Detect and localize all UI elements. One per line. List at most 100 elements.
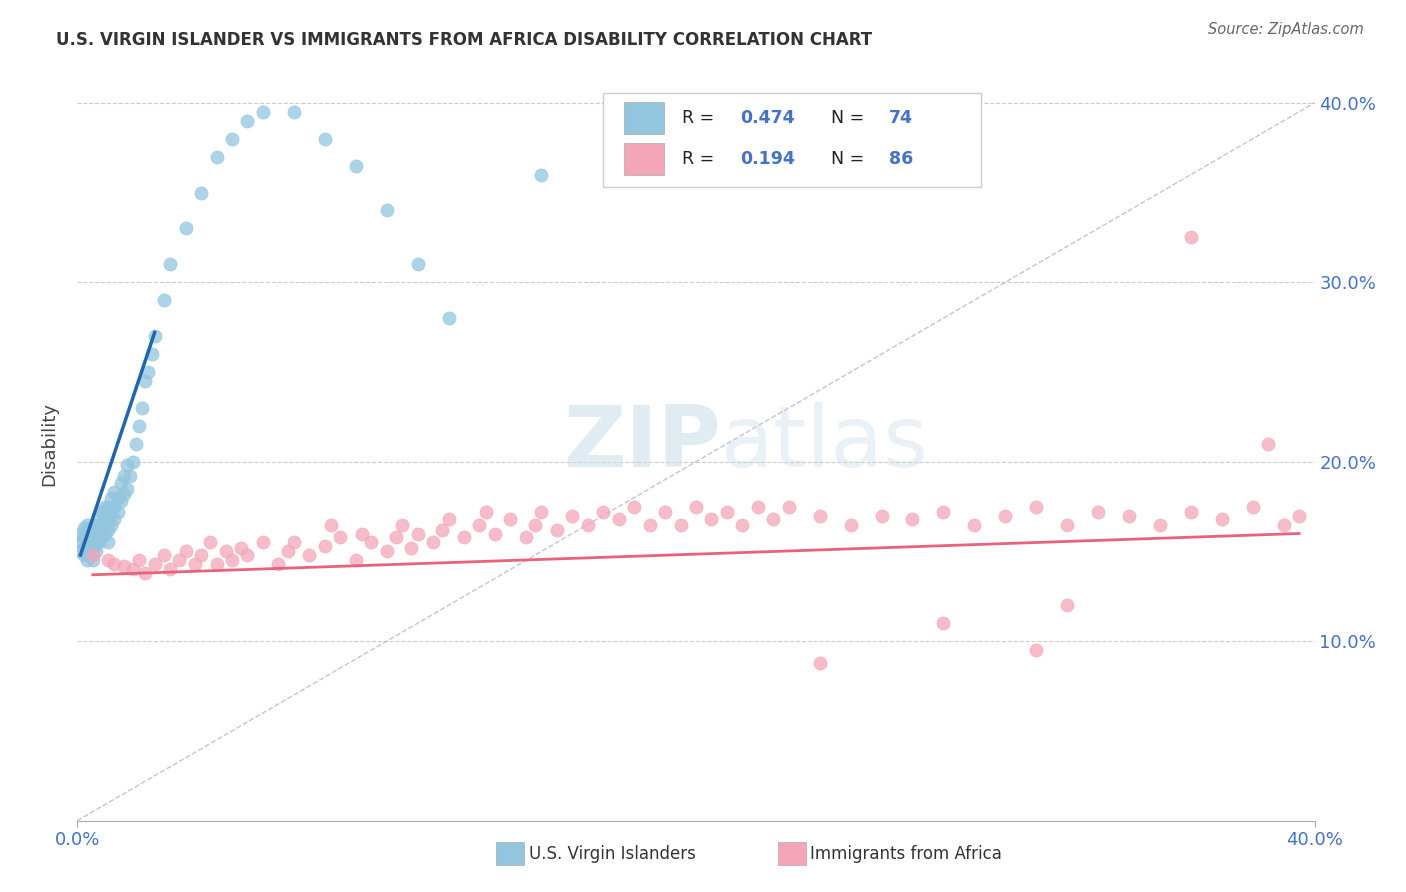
Point [422, 535, 444, 549]
Point [932, 616, 955, 631]
Point [87, 508, 110, 523]
Point [82, 548, 104, 562]
Point [84, 544, 107, 558]
Point [91, 530, 114, 544]
Point [1056, 517, 1078, 532]
Point [94, 500, 117, 514]
Point [314, 131, 336, 145]
Point [530, 168, 553, 182]
Point [654, 505, 676, 519]
Point [115, 482, 138, 496]
Point [82, 530, 104, 544]
Point [298, 548, 321, 562]
Text: 0.194: 0.194 [741, 150, 796, 168]
Point [963, 517, 986, 532]
Bar [624, 143, 664, 175]
Point [103, 557, 125, 571]
Point [344, 159, 367, 173]
Point [576, 517, 599, 532]
Point [360, 535, 382, 549]
Point [97, 512, 120, 526]
Point [91, 505, 114, 519]
Point [932, 505, 955, 519]
Point [72, 521, 94, 535]
Point [159, 257, 181, 271]
Point [607, 512, 630, 526]
Point [79, 548, 101, 562]
Point [283, 535, 305, 549]
Point [314, 539, 336, 553]
Point [1288, 508, 1310, 523]
Point [159, 562, 181, 576]
Point [319, 517, 342, 532]
Bar [624, 103, 664, 134]
Point [143, 329, 166, 343]
Point [669, 517, 692, 532]
Point [901, 512, 924, 526]
Point [515, 530, 537, 544]
Point [79, 530, 101, 544]
Point [131, 401, 153, 415]
Point [385, 530, 408, 544]
Point [107, 491, 129, 505]
Text: N =: N = [831, 150, 869, 168]
Point [221, 553, 243, 567]
Point [107, 505, 129, 519]
Point [122, 455, 145, 469]
Point [747, 500, 769, 514]
Point [69, 526, 91, 541]
Point [122, 562, 145, 576]
Point [350, 526, 373, 541]
Point [716, 505, 738, 519]
Text: ZIP: ZIP [562, 402, 721, 485]
Point [125, 437, 148, 451]
Text: R =: R = [682, 150, 720, 168]
Point [468, 517, 491, 532]
Point [97, 553, 120, 567]
Point [344, 553, 367, 567]
Point [103, 512, 125, 526]
Point [143, 557, 166, 571]
Point [252, 535, 274, 549]
Point [406, 257, 429, 271]
Point [391, 517, 413, 532]
Point [103, 500, 125, 514]
Point [215, 544, 238, 558]
Point [76, 517, 98, 532]
Point [236, 548, 259, 562]
Point [778, 500, 800, 514]
Point [97, 523, 120, 537]
Point [1180, 505, 1202, 519]
Point [638, 517, 661, 532]
Point [221, 131, 243, 145]
Point [110, 494, 132, 508]
Point [453, 530, 475, 544]
Point [762, 512, 785, 526]
Text: Immigrants from Africa: Immigrants from Africa [810, 845, 1001, 863]
Text: R =: R = [682, 109, 720, 128]
Point [72, 530, 94, 544]
Point [97, 500, 120, 514]
Point [134, 374, 156, 388]
Point [1118, 508, 1140, 523]
Point [169, 553, 191, 567]
Point [76, 553, 98, 567]
Point [592, 505, 614, 519]
Point [128, 418, 150, 433]
Point [437, 311, 460, 326]
Point [484, 526, 506, 541]
Point [94, 512, 117, 526]
Point [69, 544, 91, 558]
Point [499, 512, 522, 526]
Point [87, 521, 110, 535]
Point [76, 535, 98, 549]
Point [1257, 437, 1279, 451]
Point [72, 548, 94, 562]
Point [375, 544, 398, 558]
Point [808, 656, 831, 670]
Text: 0.474: 0.474 [741, 109, 796, 128]
Point [231, 541, 253, 555]
Point [1087, 505, 1109, 519]
Point [190, 186, 212, 200]
Point [200, 535, 222, 549]
